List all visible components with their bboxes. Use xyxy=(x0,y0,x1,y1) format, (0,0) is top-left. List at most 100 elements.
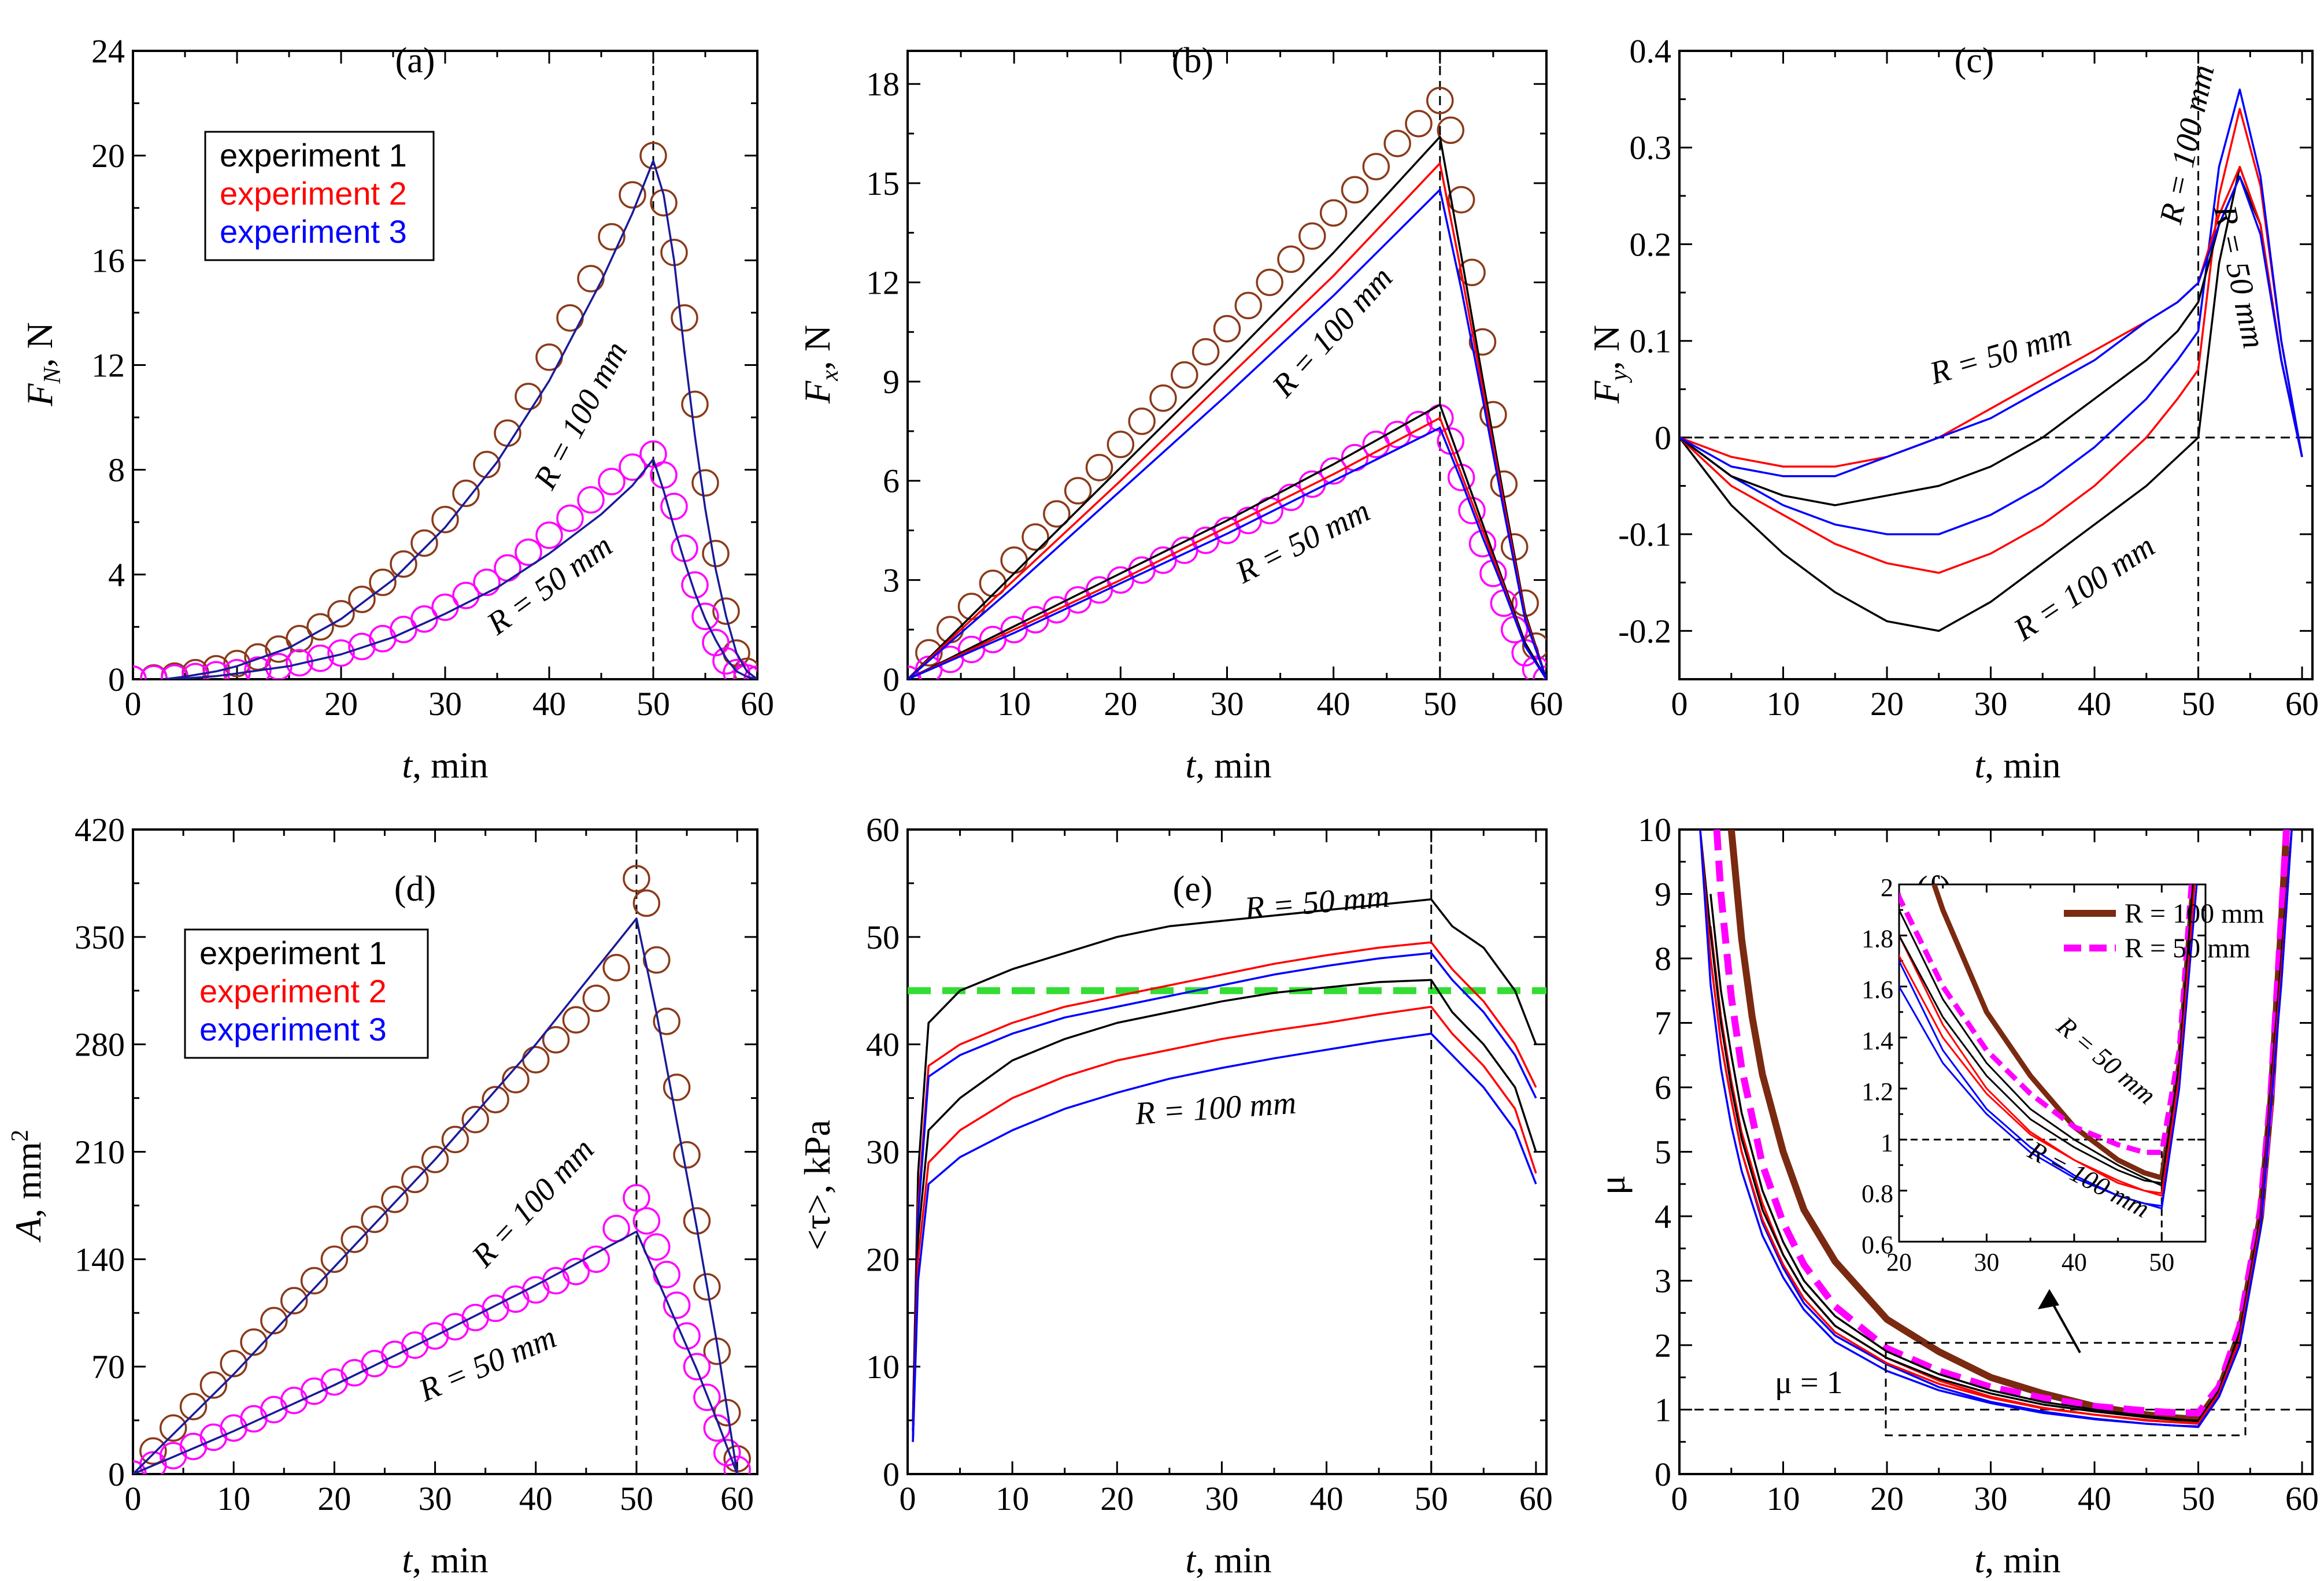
panel-a-series-1-point xyxy=(733,664,757,679)
panel-a-series-0-point xyxy=(452,479,480,508)
panel-a-series-0 xyxy=(133,142,757,679)
panel-e-y-tick-label: 20 xyxy=(866,1241,900,1278)
panel-d-series-0-point xyxy=(602,954,630,982)
panel-d-series-1-point xyxy=(713,1439,741,1467)
panel-b-series-0-point xyxy=(1341,176,1369,204)
panel-b-series-7 xyxy=(908,427,1546,679)
panel-a-legend-entry-1: experiment 1 xyxy=(220,137,407,173)
panel-f-x-tick-label: 0 xyxy=(1671,1480,1688,1517)
panel-a-series-0-point xyxy=(306,613,334,641)
panel-a-series-0-point xyxy=(515,383,542,410)
panel-e: 0 10 20 30 40 50 60 0 10 20 30 40 50 60 (e) R = 50 mm… xyxy=(797,811,1553,1580)
panel-e-series-0 xyxy=(912,898,1537,1421)
inset-f-y-tick-label: 1.2 xyxy=(1862,1078,1893,1106)
panel-b-y-tick-label: 6 xyxy=(883,462,900,500)
panel-a-series-0-point xyxy=(598,223,626,251)
panel-c-y-tick-label: -0.1 xyxy=(1618,516,1671,553)
panel-c: 0 10 20 30 40 50 60 -0.2 -0.1 0 0.1 0.2 0.3 0.4 (c) R… xyxy=(1586,32,2319,786)
panel-b-x-axis-title: t, min xyxy=(1185,745,1271,786)
svg-text:t, min: t, min xyxy=(1185,745,1271,786)
panel-b-series-0 xyxy=(908,87,1546,679)
panel-d-series-0-point xyxy=(562,1006,590,1034)
inset-f-x-tick-label: 30 xyxy=(1974,1248,1999,1276)
panel-e-annotation-r50: R = 50 mm xyxy=(1243,878,1391,927)
panel-d-y-tick-label: 70 xyxy=(91,1348,125,1386)
panel-c-x-tick-label: 20 xyxy=(1870,685,1904,723)
svg-text:t, min: t, min xyxy=(402,745,488,786)
panel-c-x-tick-label: 60 xyxy=(2285,685,2319,723)
panel-d-series-0-point xyxy=(381,1186,409,1213)
panel-a-series-0-point xyxy=(577,265,605,292)
panel-a-y-axis-title: FN, N xyxy=(19,322,66,406)
panel-b-series-0-point xyxy=(1426,87,1454,114)
panel-b-series-1 xyxy=(908,404,1546,679)
panel-c-series-5 xyxy=(1679,175,2303,477)
panel-a-series-1-point xyxy=(286,649,313,677)
inset-f-x-tick-label: 20 xyxy=(1886,1248,1912,1276)
panel-f-series-7 xyxy=(1699,830,2293,1428)
panel-b-annotation-r100: R = 100 mm xyxy=(1265,260,1400,404)
panel-b-series-0-point xyxy=(1319,199,1348,227)
panel-c-series-3 xyxy=(1679,175,2303,506)
panel-b-series-0-point xyxy=(1191,338,1220,366)
panel-d-y-tick-label: 280 xyxy=(75,1026,125,1064)
panel-c-x-tick-label: 40 xyxy=(2078,685,2111,723)
panel-a-y-tick-label: 12 xyxy=(91,347,125,384)
panel-f-y-tick-label: 3 xyxy=(1655,1262,1671,1300)
panel-b-series-0-point xyxy=(1447,186,1475,214)
panel-f-y-tick-label: 2 xyxy=(1655,1327,1671,1364)
panel-b-y-tick-label: 15 xyxy=(866,165,900,202)
panel-f-y-tick-label: 1 xyxy=(1655,1391,1671,1429)
panel-e-x-tick-label: 0 xyxy=(900,1480,916,1517)
panel-a-series-1-point xyxy=(452,582,480,609)
panel-d-x-tick-label: 20 xyxy=(317,1480,351,1517)
panel-d-series-1-point xyxy=(542,1267,570,1295)
panel-a-series-0-point xyxy=(473,450,501,479)
panel-d-legend-box xyxy=(184,928,429,1059)
panel-e-series-4 xyxy=(912,1005,1537,1442)
panel-d-y-tick-label: 0 xyxy=(108,1456,125,1493)
panel-b-series-4 xyxy=(908,188,1546,679)
panel-d-series-0-point xyxy=(663,1073,691,1101)
panel-b-series-1-point xyxy=(1458,497,1486,524)
panel-f-zoom-arrow-shaft xyxy=(2048,1297,2081,1353)
panel-d-series-0-point xyxy=(260,1306,288,1335)
panel-f-hline-label: μ = 1 xyxy=(1775,1365,1843,1401)
panel-b-series-0-point xyxy=(1277,245,1305,273)
panel-d-label: (d) xyxy=(394,869,436,909)
panel-d-series-0-point xyxy=(673,1141,701,1169)
panel-d-series-1-point xyxy=(693,1383,721,1412)
panel-d-series-0-point xyxy=(502,1065,530,1094)
panel-d-series-2 xyxy=(133,917,738,1474)
svg-text:t, min: t, min xyxy=(402,1539,488,1580)
inset-f-series-6 xyxy=(1899,884,2196,1194)
panel-c-label: (c) xyxy=(1955,41,1994,80)
panel-a-series-1-point xyxy=(535,521,563,549)
panel-b-x-tick-label: 60 xyxy=(1530,685,1563,723)
panel-a-x-tick-label: 50 xyxy=(636,685,670,723)
panel-e-x-tick-label: 50 xyxy=(1415,1480,1448,1517)
panel-c-series-4 xyxy=(1679,165,2303,468)
panel-d-series-0-point xyxy=(693,1273,721,1301)
panel-b-plot-area: 0 10 20 30 40 50 60 0 3 6 9 12 15 18 xyxy=(866,50,1563,723)
panel-b-series-3 xyxy=(908,162,1546,679)
panel-a-y-tick-label: 0 xyxy=(108,661,125,698)
panel-f-y-tick-label: 9 xyxy=(1655,876,1671,913)
panel-d-series-1-point xyxy=(179,1432,208,1460)
panel-d-series-0-point xyxy=(632,889,661,917)
panel-c-series-1 xyxy=(1679,108,2303,574)
panel-a-series-0-point xyxy=(712,597,740,625)
panel-d-series-0-point xyxy=(653,1008,680,1035)
panel-f-x-tick-label: 50 xyxy=(2182,1480,2215,1517)
panel-a-series-0-point xyxy=(671,304,698,332)
panel-b-series-0-point xyxy=(1256,268,1283,297)
svg-text:Fx, N: Fx, N xyxy=(797,325,843,404)
svg-text:<τ>, kPa: <τ>, kPa xyxy=(797,1120,838,1250)
svg-text:t, min: t, min xyxy=(1974,1539,2060,1580)
panel-e-plot-area: 0 10 20 30 40 50 60 0 10 20 30 40 50 60 xyxy=(866,811,1553,1517)
panel-b-x-tick-label: 50 xyxy=(1423,685,1457,723)
panel-a-y-tick-label: 24 xyxy=(91,32,125,70)
panel-f-x-tick-label: 10 xyxy=(1767,1480,1800,1517)
panel-d-series-0-point xyxy=(401,1165,429,1194)
panel-a: 0 10 20 30 40 50 60 0 4 8 12 16 20 24 (a) experiment … xyxy=(19,32,774,786)
